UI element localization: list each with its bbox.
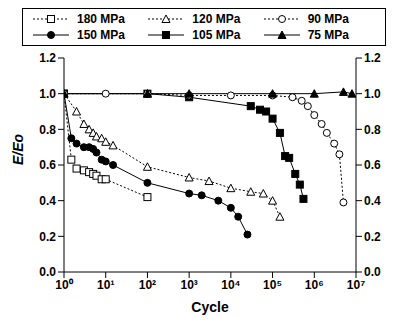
- html-text:120 MPa: 120 MPa: [192, 12, 241, 26]
- svg-text:10⁶: 10⁶: [305, 278, 324, 292]
- svg-text:10⁴: 10⁴: [221, 278, 240, 292]
- svg-text:10⁰: 10⁰: [55, 278, 73, 292]
- svg-text:10⁷: 10⁷: [347, 278, 365, 292]
- html-text:150 MPa: 150 MPa: [77, 28, 125, 42]
- svg-text:0.0: 0.0: [39, 265, 56, 279]
- svg-text:1.0: 1.0: [364, 87, 381, 101]
- svg-text:0.6: 0.6: [39, 158, 56, 172]
- svg-text:E/Eo: E/Eo: [10, 133, 26, 165]
- html-text:105 MPa: 105 MPa: [192, 28, 241, 42]
- svg-text:0.4: 0.4: [39, 194, 56, 208]
- svg-text:1.0: 1.0: [39, 87, 56, 101]
- svg-text:0.4: 0.4: [364, 194, 381, 208]
- html-text:90 MPa: 90 MPa: [307, 12, 349, 26]
- svg-text:10⁵: 10⁵: [263, 278, 282, 292]
- svg-text:0.8: 0.8: [364, 123, 381, 137]
- svg-text:0.8: 0.8: [39, 123, 56, 137]
- html-text:180 MPa: 180 MPa: [77, 12, 125, 26]
- svg-text:10³: 10³: [180, 278, 197, 292]
- svg-text:Cycle: Cycle: [191, 299, 229, 315]
- svg-text:1.2: 1.2: [39, 51, 56, 65]
- svg-text:0.6: 0.6: [364, 158, 381, 172]
- html-text:75 MPa: 75 MPa: [307, 28, 349, 42]
- svg-text:10²: 10²: [139, 278, 156, 292]
- svg-text:0.0: 0.0: [364, 265, 381, 279]
- svg-text:0.2: 0.2: [39, 230, 56, 244]
- svg-text:10¹: 10¹: [97, 278, 114, 292]
- svg-text:0.2: 0.2: [364, 230, 381, 244]
- svg-text:1.2: 1.2: [364, 51, 381, 65]
